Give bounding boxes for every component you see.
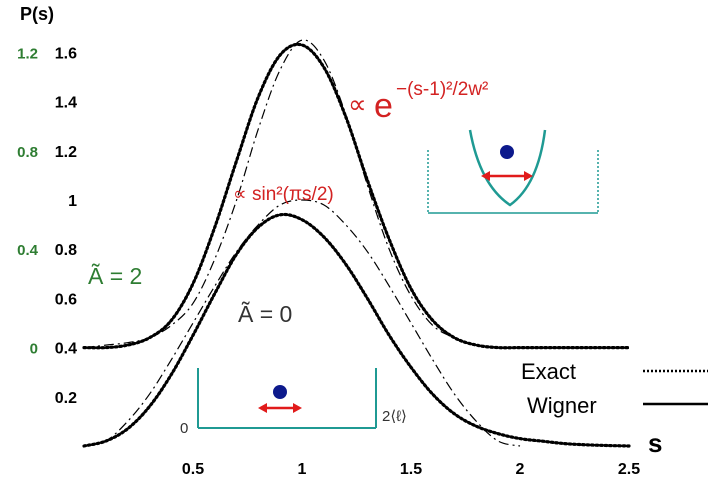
legend-label-exact: Exact (521, 359, 576, 384)
y-tick-label: 1.2 (55, 144, 77, 161)
secondary-y-tick-label: 0.4 (17, 242, 39, 259)
legend: Exact Wigner (521, 359, 708, 418)
lower-inset-arrow (258, 403, 302, 413)
x-tick-label: 2.5 (618, 461, 640, 478)
a-upper-label: Ã = 2 (88, 263, 142, 289)
y-tick-label: 1.4 (55, 95, 77, 112)
x-tick-label: 0.5 (182, 461, 204, 478)
y-tick-label: 0.8 (55, 242, 77, 259)
lower-inset-2l-label: 2⟨ℓ⟩ (382, 408, 407, 425)
a-lower-label: Ã = 0 (238, 301, 292, 327)
series-line-lower-dashdot (83, 199, 521, 447)
series-line-upper-dashdot (83, 39, 629, 349)
y-tick-labels: 0.2 0.4 0.6 0.8 1 1.2 1.4 1.6 (55, 45, 77, 406)
y-axis-title: P(s) (20, 4, 54, 24)
lower-inset-particle (273, 385, 287, 399)
x-axis-title: s (648, 428, 662, 458)
lower-inset-well: 0 2⟨ℓ⟩ (180, 368, 407, 437)
y-tick-label: 0.6 (55, 291, 77, 308)
sin-label: sin²(πs/2) (252, 184, 334, 205)
y-tick-label: 1.6 (55, 45, 77, 62)
gaussian-prop-symbol: ∝ (348, 89, 367, 119)
secondary-y-tick-label: 0.8 (17, 144, 38, 161)
lower-inset-zero-label: 0 (180, 420, 188, 437)
series-layer (82, 39, 631, 448)
x-tick-label: 2 (516, 461, 525, 478)
series-line-lower-solid (83, 213, 630, 448)
secondary-y-tick-label: 1.2 (17, 45, 38, 62)
secondary-y-tick-label: 0 (30, 341, 38, 358)
x-tick-labels: 0.5 1 1.5 2 2.5 (182, 461, 640, 478)
upper-inset-particle (500, 145, 514, 159)
upper-inset-well (427, 129, 599, 214)
y-tick-label: 0.4 (55, 341, 77, 358)
legend-label-wigner: Wigner (527, 393, 597, 418)
x-tick-label: 1.5 (400, 461, 422, 478)
secondary-y-tick-labels: 0 0.4 0.8 1.2 (17, 45, 39, 357)
upper-inset-arrow (481, 171, 533, 181)
sin-prop-symbol: ∝ (233, 184, 247, 205)
gaussian-exponent-label: −(s-1)²/2w² (396, 79, 488, 100)
y-tick-label: 1 (68, 193, 77, 210)
gaussian-e-symbol: e (374, 87, 393, 125)
x-tick-label: 1 (298, 461, 307, 478)
y-tick-label: 0.2 (55, 390, 77, 407)
